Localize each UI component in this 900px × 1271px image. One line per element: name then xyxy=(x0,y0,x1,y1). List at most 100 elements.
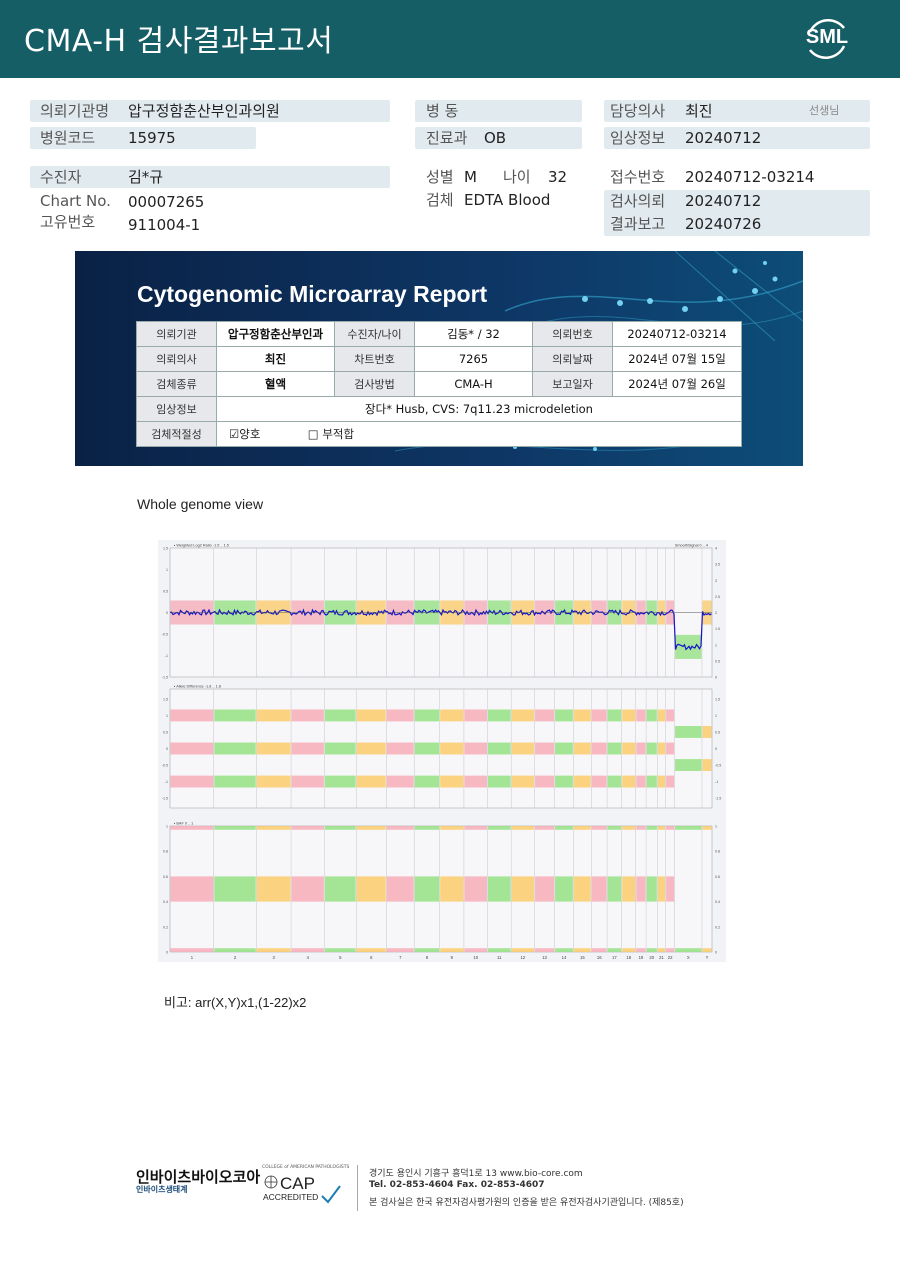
allele-band xyxy=(386,742,414,755)
clinical-row xyxy=(604,127,870,149)
baf-band xyxy=(440,826,464,830)
smooth-signal-line xyxy=(169,608,712,651)
baf-band xyxy=(324,826,356,830)
baf-band xyxy=(666,826,675,830)
chromosome-label: 6 xyxy=(370,955,373,960)
cell-value: 압구정함춘산부인과 xyxy=(216,321,335,347)
tick-label: -1 xyxy=(165,654,168,658)
unique-value: 911004-1 xyxy=(128,216,201,234)
baf-band xyxy=(386,826,414,830)
allele-band xyxy=(607,775,622,788)
tick-label: 0.6 xyxy=(715,875,720,879)
doctor-row xyxy=(604,100,870,122)
cell-label: 임상정보 xyxy=(136,396,217,422)
tick-label: 0.2 xyxy=(163,925,168,929)
cell-value: 김동* / 32 xyxy=(414,321,533,347)
baf-band xyxy=(291,876,324,902)
baf-band xyxy=(414,948,440,952)
cell-value: 2024년 07월 26일 xyxy=(612,371,742,397)
tick-label: 0.2 xyxy=(715,925,720,929)
allele-band xyxy=(591,775,607,788)
ward-row xyxy=(415,100,582,122)
allele-band xyxy=(702,759,712,771)
baf-band xyxy=(666,876,675,902)
tick-label: -1 xyxy=(165,780,168,784)
adequacy-bad-checkbox: □ 부적합 xyxy=(307,427,355,441)
baf-band xyxy=(675,826,702,830)
baf-band xyxy=(555,876,573,902)
baf-band xyxy=(666,948,675,952)
banner-row: 의뢰기관 압구정함춘산부인과 수진자/나이 김동* / 32 의뢰번호 2024… xyxy=(136,321,742,347)
cell-label: 수진자/나이 xyxy=(334,321,415,347)
allele-band xyxy=(464,742,487,755)
chromosome-label: 20 xyxy=(649,955,654,960)
baf-band xyxy=(324,948,356,952)
plot-data xyxy=(169,600,712,952)
report-title: CMA-H 검사결과보고서 xyxy=(24,24,334,59)
baf-band xyxy=(591,826,607,830)
dates-row xyxy=(604,190,870,236)
tick-label: 2.5 xyxy=(715,595,720,599)
allele-band xyxy=(636,742,646,755)
tick-label: 0 xyxy=(715,676,717,680)
allele-band xyxy=(636,709,646,722)
allele-band xyxy=(636,775,646,788)
tick-label: -0.5 xyxy=(162,764,168,768)
baf-band xyxy=(591,876,607,902)
tick-label: 0 xyxy=(715,951,717,955)
tick-label: 0.4 xyxy=(163,900,168,904)
allele-band xyxy=(414,742,440,755)
allele-band xyxy=(440,775,464,788)
cap-org: COLLEGE of AMERICAN PATHOLOGISTS xyxy=(262,1165,350,1170)
allele-band xyxy=(702,726,712,738)
cap-sub: ACCREDITED xyxy=(263,1192,318,1202)
remark-note: 비고: arr(X,Y)x1,(1-22)x2 xyxy=(164,995,307,1010)
baf-band xyxy=(440,876,464,902)
allele-band xyxy=(386,775,414,788)
chromosome-label: X xyxy=(687,955,690,960)
baf-band xyxy=(464,948,487,952)
panel-label: ▪ Weighted Log2 Ratio -1.5 .. 1.5 xyxy=(174,544,229,548)
allele-band xyxy=(324,775,356,788)
doctor-value: 최진 xyxy=(685,102,713,120)
specimen-label: 검체 xyxy=(426,191,454,209)
baf-band xyxy=(702,948,712,952)
tick-label: -0.5 xyxy=(715,764,721,768)
allele-band xyxy=(440,709,464,722)
chromosome-label: 9 xyxy=(451,955,454,960)
chart-label: Chart No. xyxy=(40,192,111,210)
baf-band xyxy=(646,948,657,952)
age-value: 32 xyxy=(548,168,568,186)
baf-band xyxy=(324,876,356,902)
footer-cert: 본 검사실은 한국 유전자검사평가원의 인증을 받은 유전자검사기관입니다. (… xyxy=(369,1198,684,1208)
tick-label: -1 xyxy=(715,780,718,784)
chromosome-label: 19 xyxy=(639,955,644,960)
baf-band xyxy=(487,826,511,830)
chromosome-label: 12 xyxy=(521,955,526,960)
allele-band xyxy=(440,742,464,755)
baf-band xyxy=(573,826,591,830)
patient-label: 수진자 xyxy=(40,168,82,186)
chromosome-label: 1 xyxy=(191,955,194,960)
baf-band xyxy=(487,948,511,952)
banner-row: 임상정보 장다* Husb, CVS: 7q11.23 microdeletio… xyxy=(136,396,742,422)
institution-value: 압구정함춘산부인과의원 xyxy=(128,102,280,120)
tick-label: 1 xyxy=(166,568,168,572)
cell-label: 의뢰기관 xyxy=(136,321,217,347)
baf-band xyxy=(256,876,291,902)
baf-band xyxy=(535,948,555,952)
baf-band xyxy=(356,876,386,902)
baf-band xyxy=(702,826,712,830)
baf-band xyxy=(636,948,646,952)
tick-label: 3 xyxy=(715,579,717,583)
patient-row xyxy=(30,166,390,188)
specimen-value: EDTA Blood xyxy=(464,191,551,209)
allele-band xyxy=(555,709,573,722)
baf-band xyxy=(414,826,440,830)
baf-band xyxy=(214,948,256,952)
cell-label: 검사방법 xyxy=(334,371,415,397)
baf-band xyxy=(591,948,607,952)
hospital-code-row xyxy=(30,127,256,149)
adequacy-cell: ☑양호 □ 부적합 xyxy=(216,421,742,447)
tick-label: -1.5 xyxy=(715,797,721,801)
